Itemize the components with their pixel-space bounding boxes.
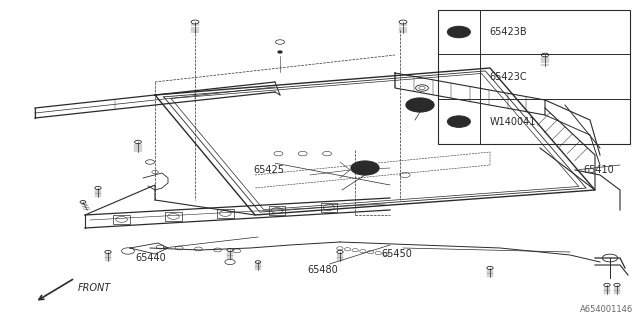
Bar <box>438 10 630 144</box>
Bar <box>269 206 285 215</box>
Text: W140041: W140041 <box>490 116 536 127</box>
Circle shape <box>278 51 282 53</box>
Bar <box>165 212 182 221</box>
Text: 1: 1 <box>362 163 368 173</box>
Circle shape <box>406 98 434 112</box>
Bar <box>113 215 130 224</box>
Text: 65410: 65410 <box>584 164 614 175</box>
Circle shape <box>447 26 470 38</box>
Text: A654001146: A654001146 <box>580 305 634 314</box>
Text: FRONT: FRONT <box>78 283 111 293</box>
Text: 65425: 65425 <box>253 164 284 175</box>
Circle shape <box>351 161 379 175</box>
Text: 65440: 65440 <box>135 252 166 263</box>
Text: 2: 2 <box>417 100 423 110</box>
Text: 65480: 65480 <box>308 265 339 276</box>
Bar <box>217 209 234 218</box>
Text: 65423C: 65423C <box>490 72 527 82</box>
Text: 2: 2 <box>456 117 461 126</box>
Text: 1: 1 <box>456 28 461 36</box>
Bar <box>321 203 337 212</box>
Circle shape <box>447 116 470 127</box>
Text: 65450: 65450 <box>381 249 412 260</box>
Text: 65423B: 65423B <box>490 27 527 37</box>
